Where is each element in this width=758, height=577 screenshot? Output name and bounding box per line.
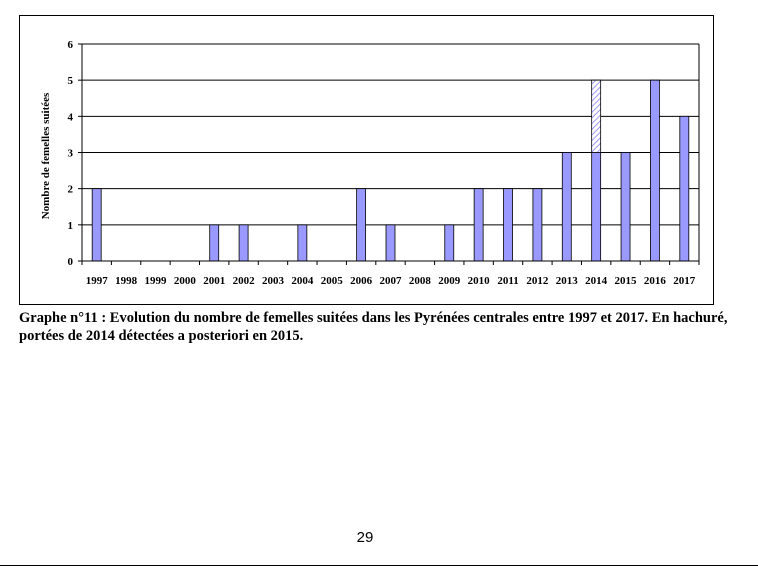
x-tick-label: 2008 <box>409 275 432 287</box>
x-tick-label: 2017 <box>673 275 696 287</box>
bar-2007 <box>385 224 396 262</box>
y-tick-label: 0 <box>68 256 74 268</box>
bar-1997 <box>91 188 102 262</box>
x-tick-label: 2006 <box>350 275 373 287</box>
bar-2013 <box>561 152 572 262</box>
bar-2004 <box>297 224 308 262</box>
x-tick-label: 2000 <box>174 275 197 287</box>
chart-frame: 0 1 2 3 4 5 6 1997 1998 1999 2000 2001 2002 2003 2004 2… <box>19 15 714 305</box>
x-tick-label: 2013 <box>556 275 579 287</box>
x-tick-label: 1999 <box>144 275 167 287</box>
x-tick-label: 1998 <box>115 275 138 287</box>
bar-2006 <box>356 188 367 262</box>
y-tick-label: 1 <box>68 220 74 232</box>
y-tick-label: 6 <box>68 39 74 51</box>
y-axis-title: Nombre de femelles suitées <box>40 92 52 219</box>
x-tick-label: 2010 <box>468 275 491 287</box>
footer-rule <box>0 565 758 566</box>
bar-2012 <box>532 188 543 262</box>
bar-2010 <box>473 188 484 262</box>
y-tick-label: 2 <box>68 184 74 196</box>
x-tick-label: 2012 <box>526 275 549 287</box>
x-tick-label: 2015 <box>615 275 638 287</box>
y-tick-label: 3 <box>68 148 74 160</box>
bar-2009 <box>444 224 455 262</box>
figure-caption: Graphe n°11 : Evolution du nombre de fem… <box>19 310 728 344</box>
x-tick-label: 2004 <box>291 275 314 287</box>
y-tick-label: 5 <box>68 75 74 87</box>
bar-2014 <box>591 152 602 262</box>
x-tick-label: 2005 <box>321 275 344 287</box>
x-tick-label: 2001 <box>203 275 225 287</box>
bar-chart: 0 1 2 3 4 5 6 1997 1998 1999 2000 2001 2002 2003 2004 2… <box>40 39 700 287</box>
page-number: 29 <box>356 529 374 546</box>
bar-2002 <box>238 224 249 262</box>
x-tick-label: 2003 <box>262 275 285 287</box>
x-tick-label: 2016 <box>644 275 667 287</box>
x-tick-label: 2007 <box>380 275 403 287</box>
x-tick-label: 2009 <box>438 275 461 287</box>
bar-2011 <box>503 188 513 262</box>
bar-2001 <box>209 224 220 262</box>
bar-2016 <box>650 79 660 262</box>
bar-2017 <box>679 115 690 262</box>
bar-2015 <box>620 152 631 262</box>
x-tick-label: 2002 <box>233 275 256 287</box>
y-tick-label: 4 <box>68 111 74 123</box>
bar-hatched-2014 <box>591 79 602 153</box>
x-tick-label: 1997 <box>86 275 109 287</box>
x-tick-label: 2014 <box>585 275 608 287</box>
x-tick-label: 2011 <box>497 275 518 287</box>
